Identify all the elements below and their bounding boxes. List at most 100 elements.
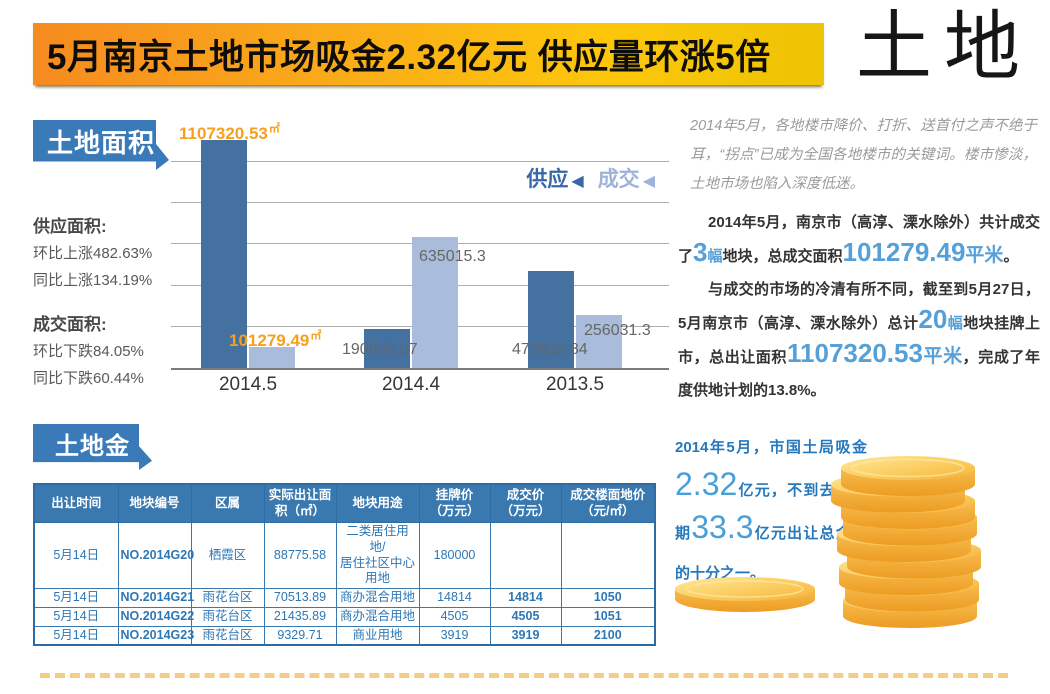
legend-item-成交: 成交 ◀ (598, 168, 655, 191)
text-segment: 。 (1003, 248, 1019, 265)
x-axis-label: 2014.4 (381, 374, 441, 395)
table-cell: NO.2014G20 (117, 522, 194, 589)
gold-coins-illustration (675, 455, 982, 629)
table-cell (489, 522, 562, 589)
legend-arrow-icon: ◀ (571, 173, 584, 190)
table-cell: 5月14日 (33, 522, 119, 589)
text-segment: 33.3 (691, 509, 754, 545)
chart-legend: 供应 ◀ 成交 ◀ (512, 163, 655, 193)
table-cell: 1050 (560, 587, 656, 608)
table-cell: 栖霞区 (190, 522, 265, 589)
table-cell: 5月14日 (33, 625, 119, 646)
brand-title: 土地 (856, 2, 1032, 91)
bar-value-label: 472832.84 (512, 341, 588, 358)
table-cell: 商办混合用地 (335, 606, 420, 627)
table-cell: 9329.71 (263, 625, 337, 646)
table-cell: 二类居住用地/ 居住社区中心 用地 (335, 522, 420, 589)
table-row: 5月14日 NO.2014G23 雨花台区 9329.71 商业用地 3919 3919 21… (33, 625, 656, 646)
land-deals-table: 出让时间 地块编号 区属 实际出让面 积（㎡） 地块用途 挂牌价 （万元） 成交价 （万元）… (33, 483, 656, 647)
paragraph-listings: 与成交的市场的冷清有所不同，截至到5月27日，5月南京市（高淳、溧水除外）总计2… (678, 273, 1040, 407)
bar-value-label: 190055.07 (342, 341, 418, 358)
bar-value-label: 256031.3 (584, 322, 651, 340)
text-segment: 幅 (707, 248, 723, 265)
headline-title: 5月南京土地市场吸金2.32亿元 供应量环涨5倍 (47, 37, 771, 77)
text-segment: 2.32 (675, 466, 738, 502)
deal-mom-value: 环比下跌84.05% (33, 343, 144, 360)
bar-value-label: 101279.49㎡ (229, 330, 322, 351)
table-row: 5月14日 NO.2014G22 雨花台区 21435.89 商办混合用地 4505 450… (33, 606, 656, 627)
land-area-badge-label: 土地面积 (46, 127, 155, 158)
x-axis-label: 2014.5 (218, 374, 278, 395)
table-header-cell: 地块编号 (117, 483, 192, 524)
table-cell: NO.2014G22 (117, 606, 194, 627)
table-header-cell: 成交价 （万元） (489, 483, 562, 524)
table-cell: 4505 (489, 606, 562, 627)
land-area-chart: 1107320.53㎡ 101279.49㎡ 190055.07 635015.3 47… (171, 118, 669, 408)
bar-value-label: 1107320.53㎡ (179, 123, 280, 143)
chart-gridline (171, 161, 669, 163)
deal-area-label: 成交面积: (33, 315, 107, 334)
body-paragraphs: 2014年5月，南京市（高淳、溧水除外）共计成交了3幅地块，总成交面积10127… (678, 206, 1040, 407)
table-cell: NO.2014G23 (117, 625, 194, 646)
table-header-cell: 出让时间 (33, 483, 119, 524)
x-axis-label: 2013.5 (545, 374, 605, 395)
chart-bar-成交-2014.4 (412, 237, 458, 368)
table-cell: 14814 (489, 587, 562, 608)
chart-bar-供应-2014.5 (201, 140, 247, 368)
bar-value-label: 635015.3 (419, 248, 486, 266)
chart-bar-供应-2014.4 (364, 328, 410, 368)
land-money-badge-label: 土地金 (55, 432, 130, 460)
table-cell: 商业用地 (335, 625, 420, 646)
table-cell (560, 522, 656, 589)
table-cell: 雨花台区 (190, 587, 265, 608)
supply-mom-value: 环比上涨482.63% (33, 245, 153, 262)
chart-bar-供应-2013.5 (528, 270, 574, 368)
table-cell: 1051 (560, 606, 656, 627)
table-cell: 14814 (418, 587, 491, 608)
spacer (33, 294, 183, 311)
paragraph-deals: 2014年5月，南京市（高淳、溧水除外）共计成交了3幅地块，总成交面积10127… (678, 206, 1040, 273)
table-header-cell: 挂牌价 （万元） (418, 483, 491, 524)
text-segment: 20 (918, 304, 948, 334)
table-cell: 5月14日 (33, 606, 119, 627)
table-header-cell: 实际出让面 积（㎡） (263, 483, 337, 524)
table-row: 5月14日 NO.2014G20 栖霞区 88775.58 二类居住用地/ 居住社区中心… (33, 522, 656, 589)
table-head: 出让时间 地块编号 区属 实际出让面 积（㎡） 地块用途 挂牌价 （万元） 成交价 （万元）… (33, 483, 656, 524)
intro-paragraph: 2014年5月，各地楼市降价、打折、送首付之声不绝于耳，“拐点”已成为全国各地楼… (690, 118, 1037, 192)
text-segment: ，完成了年度供地计划的13.8%。 (678, 349, 1040, 399)
text-segment: 与成交的市场的冷清有所不同，截至到5月27日，5月南京市（高淳、溧水除外）总计 (678, 281, 1040, 332)
chart-plot: 1107320.53㎡ 101279.49㎡ 190055.07 635015.3 47… (171, 118, 669, 370)
text-segment: 平米 (922, 346, 963, 367)
table-header-row: 出让时间 地块编号 区属 实际出让面 积（㎡） 地块用途 挂牌价 （万元） 成交价 （万元）… (33, 483, 656, 524)
table-cell: 3919 (418, 625, 491, 646)
land-money-badge: 土地金 (33, 424, 152, 470)
table-cell: 商办混合用地 (335, 587, 420, 608)
text-segment: 地块，总成交面积 (722, 248, 843, 265)
text-segment: 2014年5月，市国土局吸金 (675, 439, 867, 456)
table-cell: 3919 (489, 625, 562, 646)
table-cell: NO.2014G21 (117, 587, 194, 608)
text-segment: 1107320.53 (787, 338, 923, 368)
table-cell: 雨花台区 (190, 625, 265, 646)
legend-item-供应: 供应 ◀ (526, 168, 583, 191)
land-area-badge: 土地面积 (33, 120, 169, 170)
table-cell: 2100 (560, 625, 656, 646)
text-segment: 平米 (965, 245, 1004, 266)
supply-area-label: 供应面积: (33, 217, 107, 236)
table-cell: 5月14日 (33, 587, 119, 608)
text-segment: 3 (693, 237, 708, 267)
deal-yoy-value: 同比下跌60.44% (33, 370, 144, 387)
chart-bar-成交-2013.5 (576, 315, 622, 368)
text-segment: 2014年5月，南京市（高淳、溧水除外）共计成交了 (678, 214, 1040, 265)
table-header-cell: 成交楼面地价 （元/㎡） (560, 483, 656, 524)
legend-label: 成交 (597, 168, 640, 191)
table-header-cell: 区属 (190, 483, 265, 524)
chart-gridline (171, 202, 669, 204)
single-coin (675, 577, 815, 612)
legend-arrow-icon: ◀ (642, 173, 655, 190)
table-cell: 21435.89 (263, 606, 337, 627)
bottom-dashed-divider (40, 673, 1008, 678)
table-header-cell: 地块用途 (335, 483, 420, 524)
table-cell: 70513.89 (263, 587, 337, 608)
